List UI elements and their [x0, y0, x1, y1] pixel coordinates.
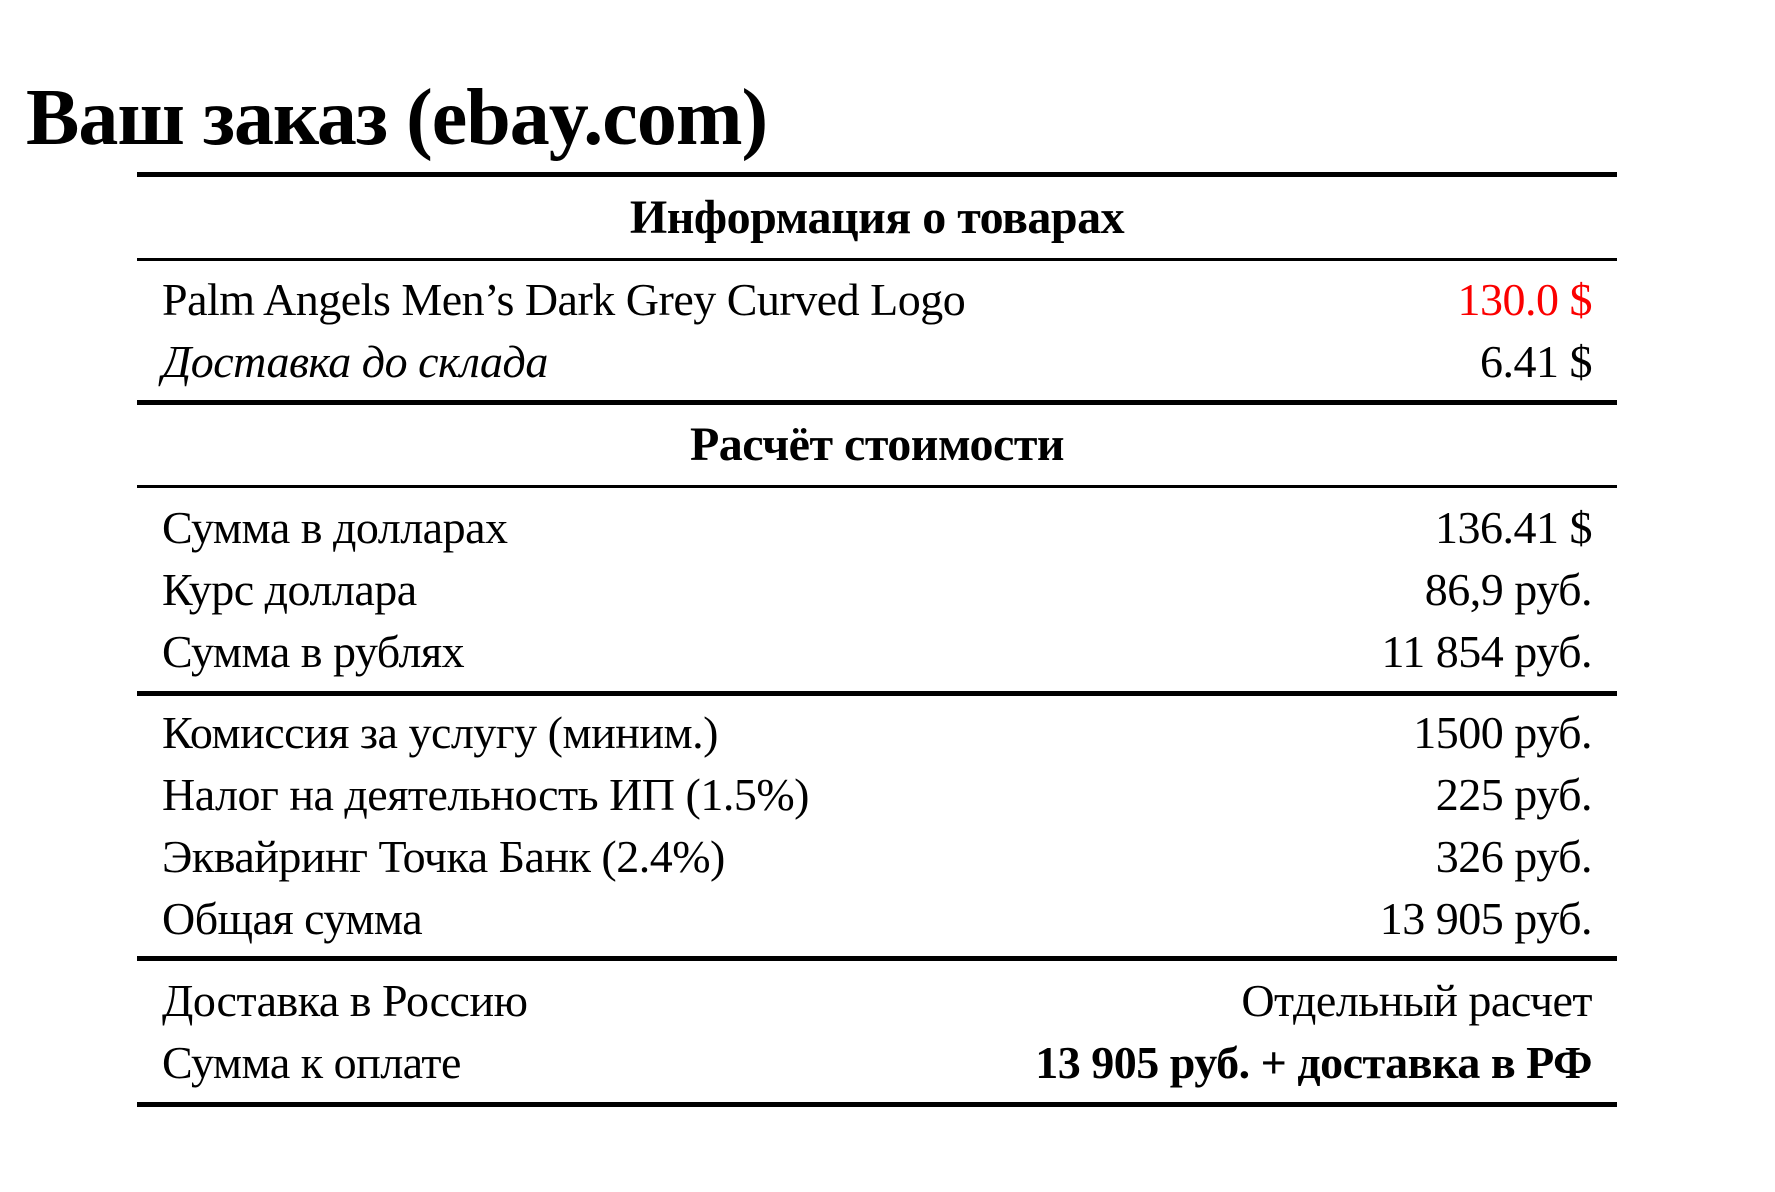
rule-below-products-header: [137, 258, 1617, 261]
page-title: Ваш заказ (ebay.com): [26, 73, 768, 162]
table-row: Сумма в рублях 11 854 руб.: [162, 621, 1593, 683]
item-label: Доставка до склада: [162, 336, 548, 387]
table-row: Комиссия за услугу (миним.) 1500 руб.: [162, 702, 1592, 764]
table-row: Доставка в Россию Отдельный расчет: [162, 970, 1592, 1032]
table-top-rule: [137, 172, 1617, 177]
cost-label: Сумма в долларах: [162, 502, 508, 553]
total-label: Доставка в Россию: [162, 975, 528, 1026]
cost-label: Сумма в рублях: [162, 626, 465, 677]
costs-section: Сумма в долларах 136.41 $ Курс доллара 8…: [137, 488, 1617, 691]
table-row: Общая сумма 13 905 руб.: [162, 888, 1593, 950]
table-bottom-rule: [137, 1102, 1617, 1107]
rule-above-fees: [137, 691, 1617, 696]
table-row: Налог на деятельность ИП (1.5%) 225 руб.: [162, 764, 1593, 826]
item-label: Palm Angels Men’s Dark Grey Curved Logo: [162, 274, 966, 325]
section-header-calculation: Расчёт стоимости: [689, 418, 1065, 471]
order-summary-table: Информация о товарах Palm Angels Men’s D…: [137, 172, 1617, 1107]
cost-value: 136.41 $: [1435, 502, 1593, 553]
fee-label: Комиссия за услугу (миним.): [162, 707, 718, 758]
total-value: 13 905 руб. + доставка в РФ: [1035, 1037, 1592, 1088]
fee-value: 13 905 руб.: [1379, 893, 1593, 944]
total-value: Отдельный расчет: [1241, 975, 1592, 1026]
table-row: Сумма к оплате 13 905 руб. + доставка в …: [162, 1032, 1592, 1094]
fees-section: Комиссия за услугу (миним.) 1500 руб. На…: [137, 696, 1617, 956]
fee-value: 326 руб.: [1435, 831, 1593, 882]
table-row: Доставка до склада 6.41 $: [162, 331, 1593, 393]
table-row: Эквайринг Точка Банк (2.4%) 326 руб.: [162, 826, 1593, 888]
items-section: Palm Angels Men’s Dark Grey Curved Logo …: [137, 261, 1617, 400]
totals-section: Доставка в Россию Отдельный расчет Сумма…: [137, 961, 1617, 1102]
item-price: 6.41 $: [1480, 336, 1593, 387]
table-row: Palm Angels Men’s Dark Grey Curved Logo …: [162, 269, 1592, 331]
cost-value: 86,9 руб.: [1424, 564, 1593, 615]
section-header-products: Информация о товарах: [629, 191, 1125, 244]
cost-label: Курс доллара: [162, 564, 417, 615]
fee-label: Общая сумма: [162, 893, 423, 944]
cost-value: 11 854 руб.: [1381, 626, 1593, 677]
total-label: Сумма к оплате: [162, 1037, 461, 1088]
fee-label: Эквайринг Точка Банк (2.4%): [162, 831, 725, 882]
rule-below-calculation-header: [137, 485, 1617, 488]
item-price: 130.0 $: [1457, 274, 1593, 325]
table-row: Курс доллара 86,9 руб.: [162, 559, 1593, 621]
fee-value: 225 руб.: [1435, 769, 1593, 820]
rule-above-totals: [137, 956, 1617, 961]
fee-value: 1500 руб.: [1413, 707, 1592, 758]
rule-above-calculation-header: [137, 400, 1617, 405]
fee-label: Налог на деятельность ИП (1.5%): [162, 769, 810, 820]
table-row: Сумма в долларах 136.41 $: [162, 497, 1593, 559]
